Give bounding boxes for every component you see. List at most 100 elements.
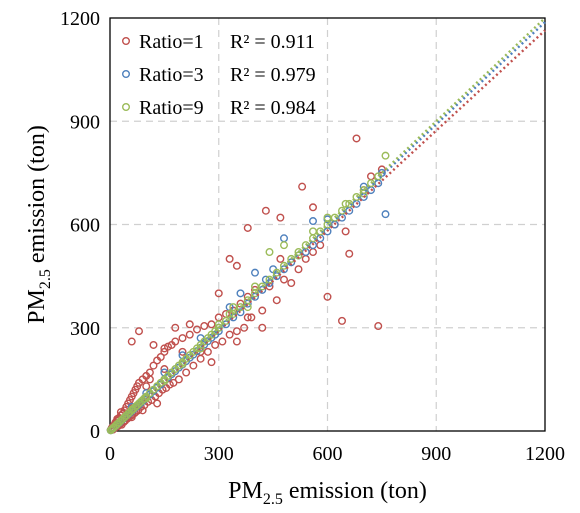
data-point [298,182,307,191]
data-point [196,354,205,363]
data-point [276,254,285,263]
legend-label: Ratio=3 [139,64,204,86]
x-tick-label: 900 [421,443,451,465]
legend-label: Ratio=1 [139,31,204,53]
data-point [258,306,267,315]
data-point [207,320,216,329]
data-point [301,254,310,263]
data-point [221,316,230,325]
data-point [367,172,376,181]
legend-r2-label: R² = 0.984 [230,97,316,119]
data-point [381,210,390,219]
data-point [243,223,252,232]
data-point [203,347,212,356]
trendlines [109,17,546,432]
data-point [265,248,274,257]
data-point [287,254,296,263]
data-point [309,248,318,257]
series-points-1 [106,134,386,434]
data-point [381,151,390,160]
y-tick-label: 300 [70,318,100,340]
x-tick-label: 0 [105,443,115,465]
data-point [214,323,223,332]
data-point [341,227,350,236]
data-point [258,323,267,332]
legend-r2-label: R² = 0.979 [230,64,316,86]
data-point [174,375,183,384]
data-point [367,179,376,188]
legend-marker [121,69,130,78]
data-point [153,399,162,408]
data-point [160,344,169,353]
data-point [309,227,318,236]
data-point [272,296,281,305]
plot-area-border [109,17,546,432]
data-point [280,234,289,243]
data-point [345,249,354,258]
data-point [214,289,223,298]
grid-lines [110,18,545,431]
data-point [352,192,361,201]
x-tick-label: 1200 [525,443,565,465]
data-point [250,282,259,291]
data-point [116,408,125,417]
data-point [280,275,289,284]
data-point [229,303,238,312]
data-point [232,327,241,336]
data-point [240,323,249,332]
legend-marker [121,102,130,111]
data-point [236,289,245,298]
data-point [192,325,201,334]
data-point [127,337,136,346]
data-point [232,261,241,270]
data-point [169,378,178,387]
data-point [280,241,289,250]
data-point [247,313,256,322]
x-tick-label: 600 [313,443,343,465]
x-axis-title: PM2.5 emission (ton) [228,478,427,508]
data-point [171,337,180,346]
data-point [374,322,383,331]
data-point [323,213,332,222]
data-point [138,406,147,415]
data-point [374,172,383,181]
legend-r2-label: R² = 0.911 [230,31,315,53]
data-point [287,279,296,288]
data-point [218,337,227,346]
y-tick-label: 1200 [60,8,100,30]
data-points [106,134,390,435]
data-point [149,340,158,349]
tick-labels: 0 300 600 900 1200 0 300 600 900 1200 [60,8,565,465]
legend-label: Ratio=9 [139,97,204,119]
data-point [309,217,318,226]
data-point [309,203,318,212]
data-point [145,375,154,384]
y-tick-label: 600 [70,215,100,237]
data-point [189,361,198,370]
data-point [294,265,303,274]
y-tick-label: 0 [90,421,100,443]
data-point [178,334,187,343]
x-tick-label: 300 [204,443,234,465]
data-point [160,365,169,374]
legend-marker [121,37,130,46]
data-point [156,353,165,362]
data-point [236,308,245,317]
data-point [345,199,354,208]
trendline-1 [109,29,546,432]
data-point [352,134,361,143]
data-point [149,361,158,370]
data-point [359,186,368,195]
y-axis-title: PM2.5 emission (ton) [24,125,54,324]
legend: Ratio=1 R² = 0.911 Ratio=3 R² = 0.979 Ratio=… [121,31,316,119]
data-point [338,206,347,215]
data-point [338,316,347,325]
data-point [160,347,169,356]
data-point [261,206,270,215]
data-point [134,327,143,336]
data-point [127,405,136,414]
data-point [200,322,209,331]
data-point [211,340,220,349]
data-point [250,268,259,277]
